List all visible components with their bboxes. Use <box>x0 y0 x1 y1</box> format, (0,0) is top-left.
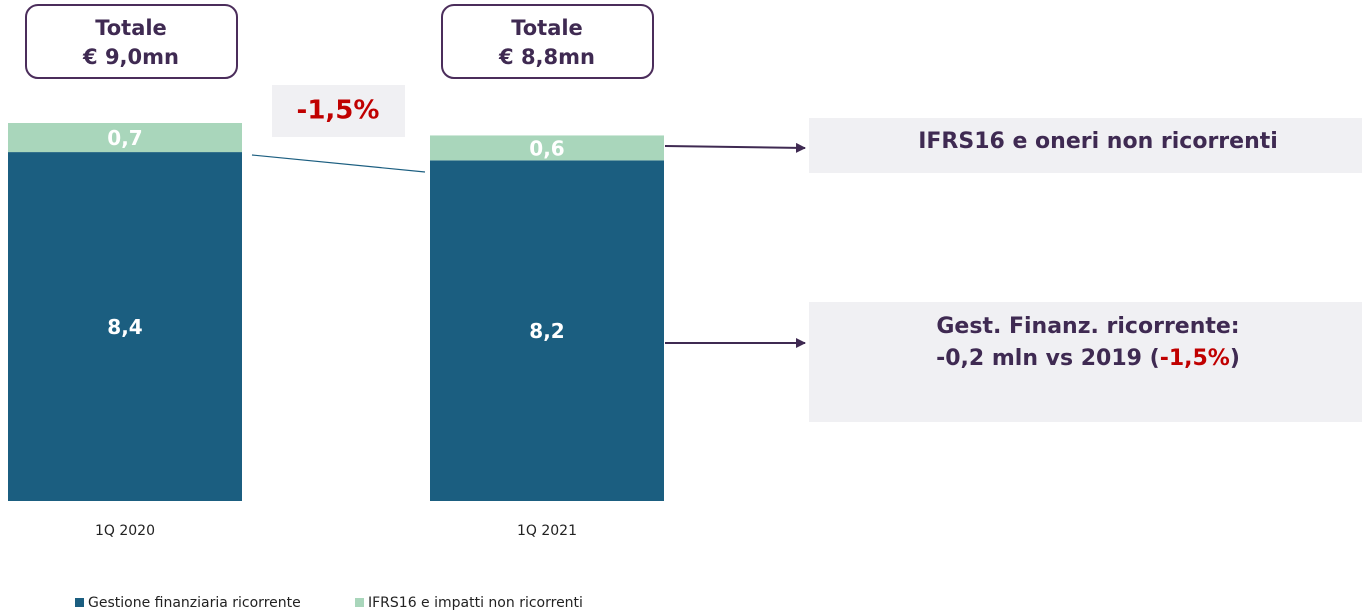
total-box <box>25 4 238 79</box>
total-box <box>441 4 654 79</box>
bar-segment <box>8 152 242 502</box>
legend-label: Gestione finanziaria ricorrente <box>88 595 301 611</box>
arrow <box>664 142 806 153</box>
legend-label: IFRS16 e impatti non ricorrenti <box>368 595 583 611</box>
total-amount: € 8,8mn <box>498 45 595 69</box>
note-text: Gest. Finanz. ricorrente: <box>936 314 1239 339</box>
note-part: -1,5% <box>1160 346 1230 371</box>
value-label: 0,6 <box>529 136 564 160</box>
bar-segment <box>430 160 664 501</box>
x-tick-label: 1Q 2020 <box>95 523 155 539</box>
change-label: -1,5% <box>297 96 380 126</box>
total-title: Totale <box>511 16 583 40</box>
note-box <box>809 118 1362 173</box>
bar-segment <box>430 135 664 161</box>
value-label: 0,7 <box>107 126 142 150</box>
note-text: -0,2 mln vs 2019 (-1,5%) <box>936 346 1240 371</box>
note-part: -0,2 mln vs 2019 ( <box>936 346 1160 371</box>
legend-swatch <box>75 598 84 607</box>
bar-segment <box>8 123 242 153</box>
legend-swatch <box>355 598 364 607</box>
value-label: 8,2 <box>529 319 564 343</box>
connector <box>251 154 426 173</box>
x-tick-label: 1Q 2021 <box>517 523 577 539</box>
total-amount: € 9,0mn <box>82 45 179 69</box>
value-label: 8,4 <box>107 315 142 339</box>
note-part: IFRS16 e oneri non ricorrenti <box>918 129 1278 154</box>
note-part: Gest. Finanz. ricorrente: <box>936 314 1239 339</box>
total-title: Totale <box>95 16 167 40</box>
change-box <box>272 85 405 137</box>
note-box <box>809 302 1362 422</box>
note-text: IFRS16 e oneri non ricorrenti <box>918 129 1278 154</box>
note-part: ) <box>1230 346 1240 371</box>
